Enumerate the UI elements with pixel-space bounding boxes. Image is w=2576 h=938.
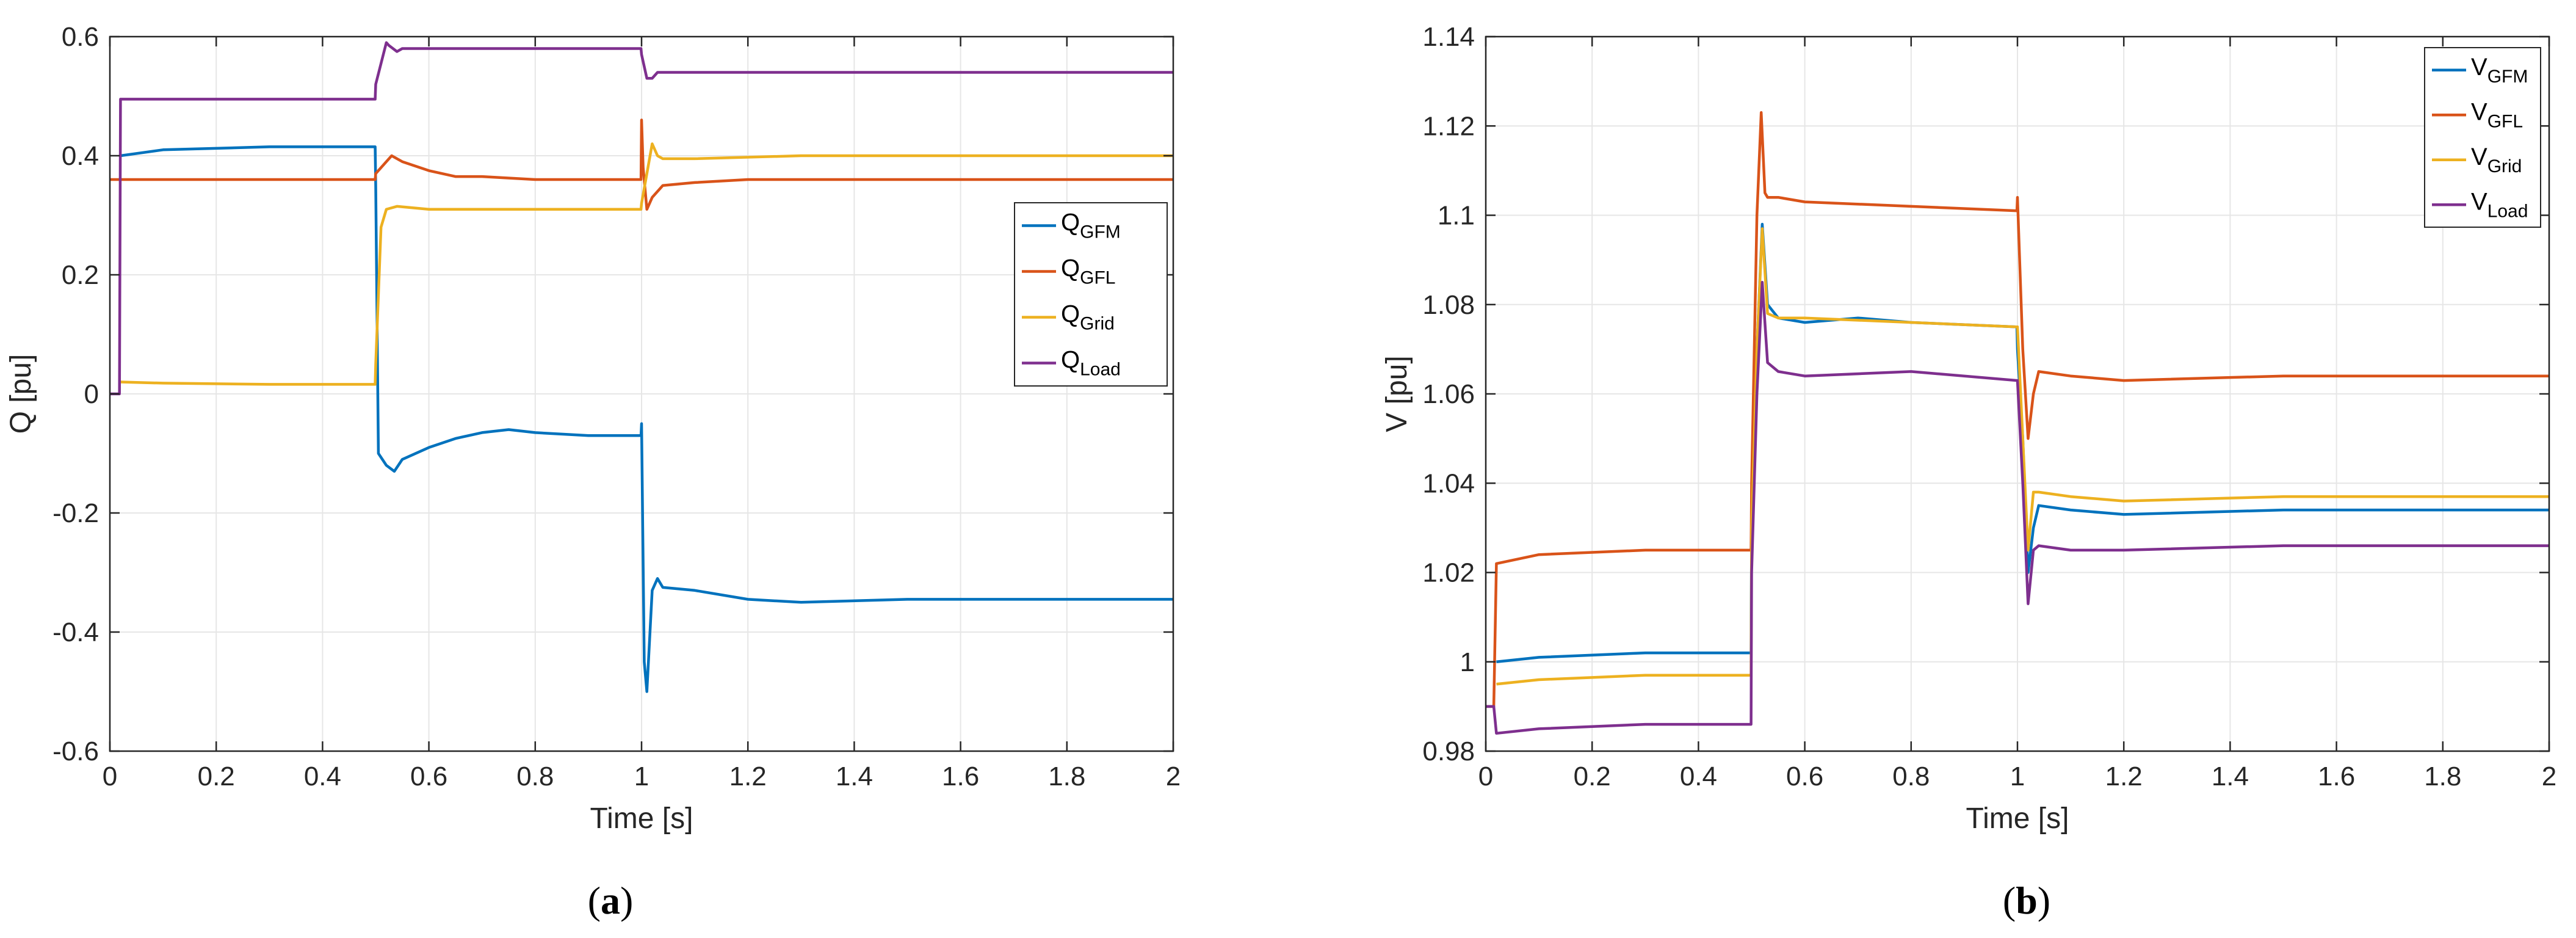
x-tick-label: 1.8: [2424, 762, 2461, 791]
x-tick-label: 0.8: [516, 762, 554, 791]
legend-entry-label: VGFM: [2471, 54, 2528, 87]
x-tick-label: 1.6: [942, 762, 979, 791]
y-tick-label: 1.14: [1422, 22, 1475, 52]
series-line-q-gfl: [110, 118, 1173, 211]
y-tick-label: 0.4: [62, 141, 99, 171]
chart-panel-b: 0 0.2 0.4 0.6 0.8 1 1.2 1.4 1.6 1.8 2 0.98 1 1.02 1.04…: [1381, 22, 2556, 922]
x-tick-label: 1.4: [2212, 762, 2249, 791]
y-tick-label: 0.2: [62, 260, 99, 290]
y-axis-label: V [pu]: [1381, 355, 1413, 432]
panel-label: (b): [2003, 879, 2050, 922]
y-tick-label: 1.04: [1422, 468, 1475, 498]
x-tick-label: 0.2: [198, 762, 235, 791]
legend-entry-label: QGFL: [1061, 255, 1115, 288]
y-tick-label: -0.4: [52, 617, 99, 647]
x-tick-label: 2: [1166, 762, 1181, 791]
legend-entry-label: VGFL: [2471, 98, 2523, 131]
x-tick-label: 0.2: [1574, 762, 1611, 791]
y-tick-label: 0: [84, 379, 99, 409]
y-axis-label: Q [pu]: [5, 354, 37, 434]
legend-entry-label: QGFM: [1061, 209, 1121, 242]
legend-box: [1014, 202, 1168, 387]
x-tick-label: 1.6: [2318, 762, 2355, 791]
x-tick-label: 1.4: [836, 762, 873, 791]
y-tick-label: 1.06: [1422, 379, 1475, 409]
y-tick-label: 1.1: [1438, 201, 1475, 231]
x-tick-label: 1.2: [729, 762, 767, 791]
y-tick-label: 0.98: [1422, 736, 1475, 766]
x-tick-label: 1: [2010, 762, 2025, 791]
y-tick-label: 0.6: [62, 22, 99, 52]
x-axis-label: Time [s]: [1966, 802, 2069, 835]
y-tick-label: 1.02: [1422, 558, 1475, 588]
legend-entry-label: VLoad: [2471, 188, 2528, 221]
legend-entry-label: VGrid: [2471, 144, 2522, 176]
x-tick-label: 0: [1478, 762, 1493, 791]
y-tick-label: -0.6: [52, 736, 99, 766]
x-tick-label: 0.4: [304, 762, 341, 791]
series-line-v-gfl: [1486, 111, 2549, 708]
x-tick-label: 1.2: [2105, 762, 2143, 791]
series-line-q-grid: [120, 142, 1173, 386]
y-tick-label: 1.12: [1422, 111, 1475, 141]
legend-box: [2424, 47, 2541, 228]
legend-entry-label: QLoad: [1061, 347, 1121, 380]
x-tick-label: 0.8: [1892, 762, 1930, 791]
chart-panel-a: 0 0.2 0.4 0.6 0.8 1 1.2 1.4 1.6 1.8 2 -0.6 -0.4 -0.2 0…: [5, 22, 1181, 922]
x-tick-label: 1: [634, 762, 649, 791]
y-tick-label: -0.2: [52, 498, 99, 528]
x-tick-label: 0.4: [1680, 762, 1717, 791]
legend-entry-label: QGrid: [1061, 301, 1115, 334]
y-tick-label: 1.08: [1422, 290, 1475, 320]
series-line-v-load: [1486, 280, 2549, 735]
x-tick-label: 0.6: [1786, 762, 1823, 791]
x-tick-label: 1.8: [1048, 762, 1085, 791]
x-tick-label: 0: [103, 762, 117, 791]
x-tick-label: 0.6: [410, 762, 447, 791]
series-line-q-gfm: [120, 145, 1173, 693]
panel-label: (a): [588, 879, 634, 922]
x-axis-label: Time [s]: [590, 802, 693, 835]
y-tick-label: 1: [1460, 647, 1475, 677]
x-tick-label: 2: [2542, 762, 2556, 791]
series-line-q-load: [110, 41, 1173, 396]
